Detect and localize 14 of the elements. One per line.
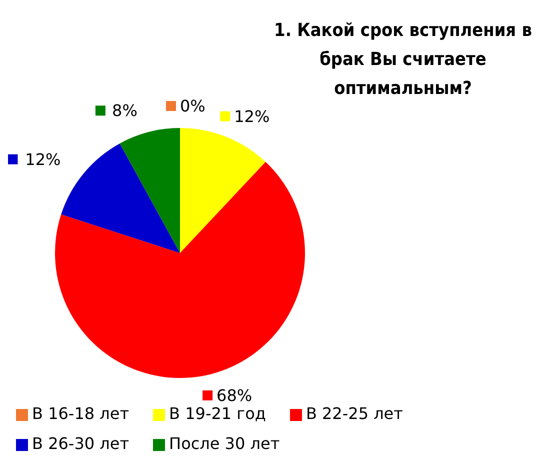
data-label: 12% bbox=[25, 150, 61, 169]
data-label: 8% bbox=[112, 101, 138, 120]
legend-label: После 30 лет bbox=[169, 434, 280, 453]
legend-label: В 16-18 лет bbox=[32, 404, 130, 423]
pie-slice bbox=[180, 128, 266, 253]
pie-slice bbox=[120, 128, 180, 253]
chart-title: 1. Какой срок вступления в брак Вы считаете оптимальным? bbox=[273, 19, 533, 101]
legend-label: В 19-21 год bbox=[169, 404, 266, 423]
pie-slice bbox=[61, 143, 180, 253]
text: 0% bbox=[180, 96, 206, 116]
data-label: 68% bbox=[216, 386, 252, 405]
data-label: 12% bbox=[234, 106, 270, 126]
legend-label: В 26-30 лет bbox=[32, 434, 130, 453]
legend-label: В 22-25 лет bbox=[306, 404, 403, 423]
